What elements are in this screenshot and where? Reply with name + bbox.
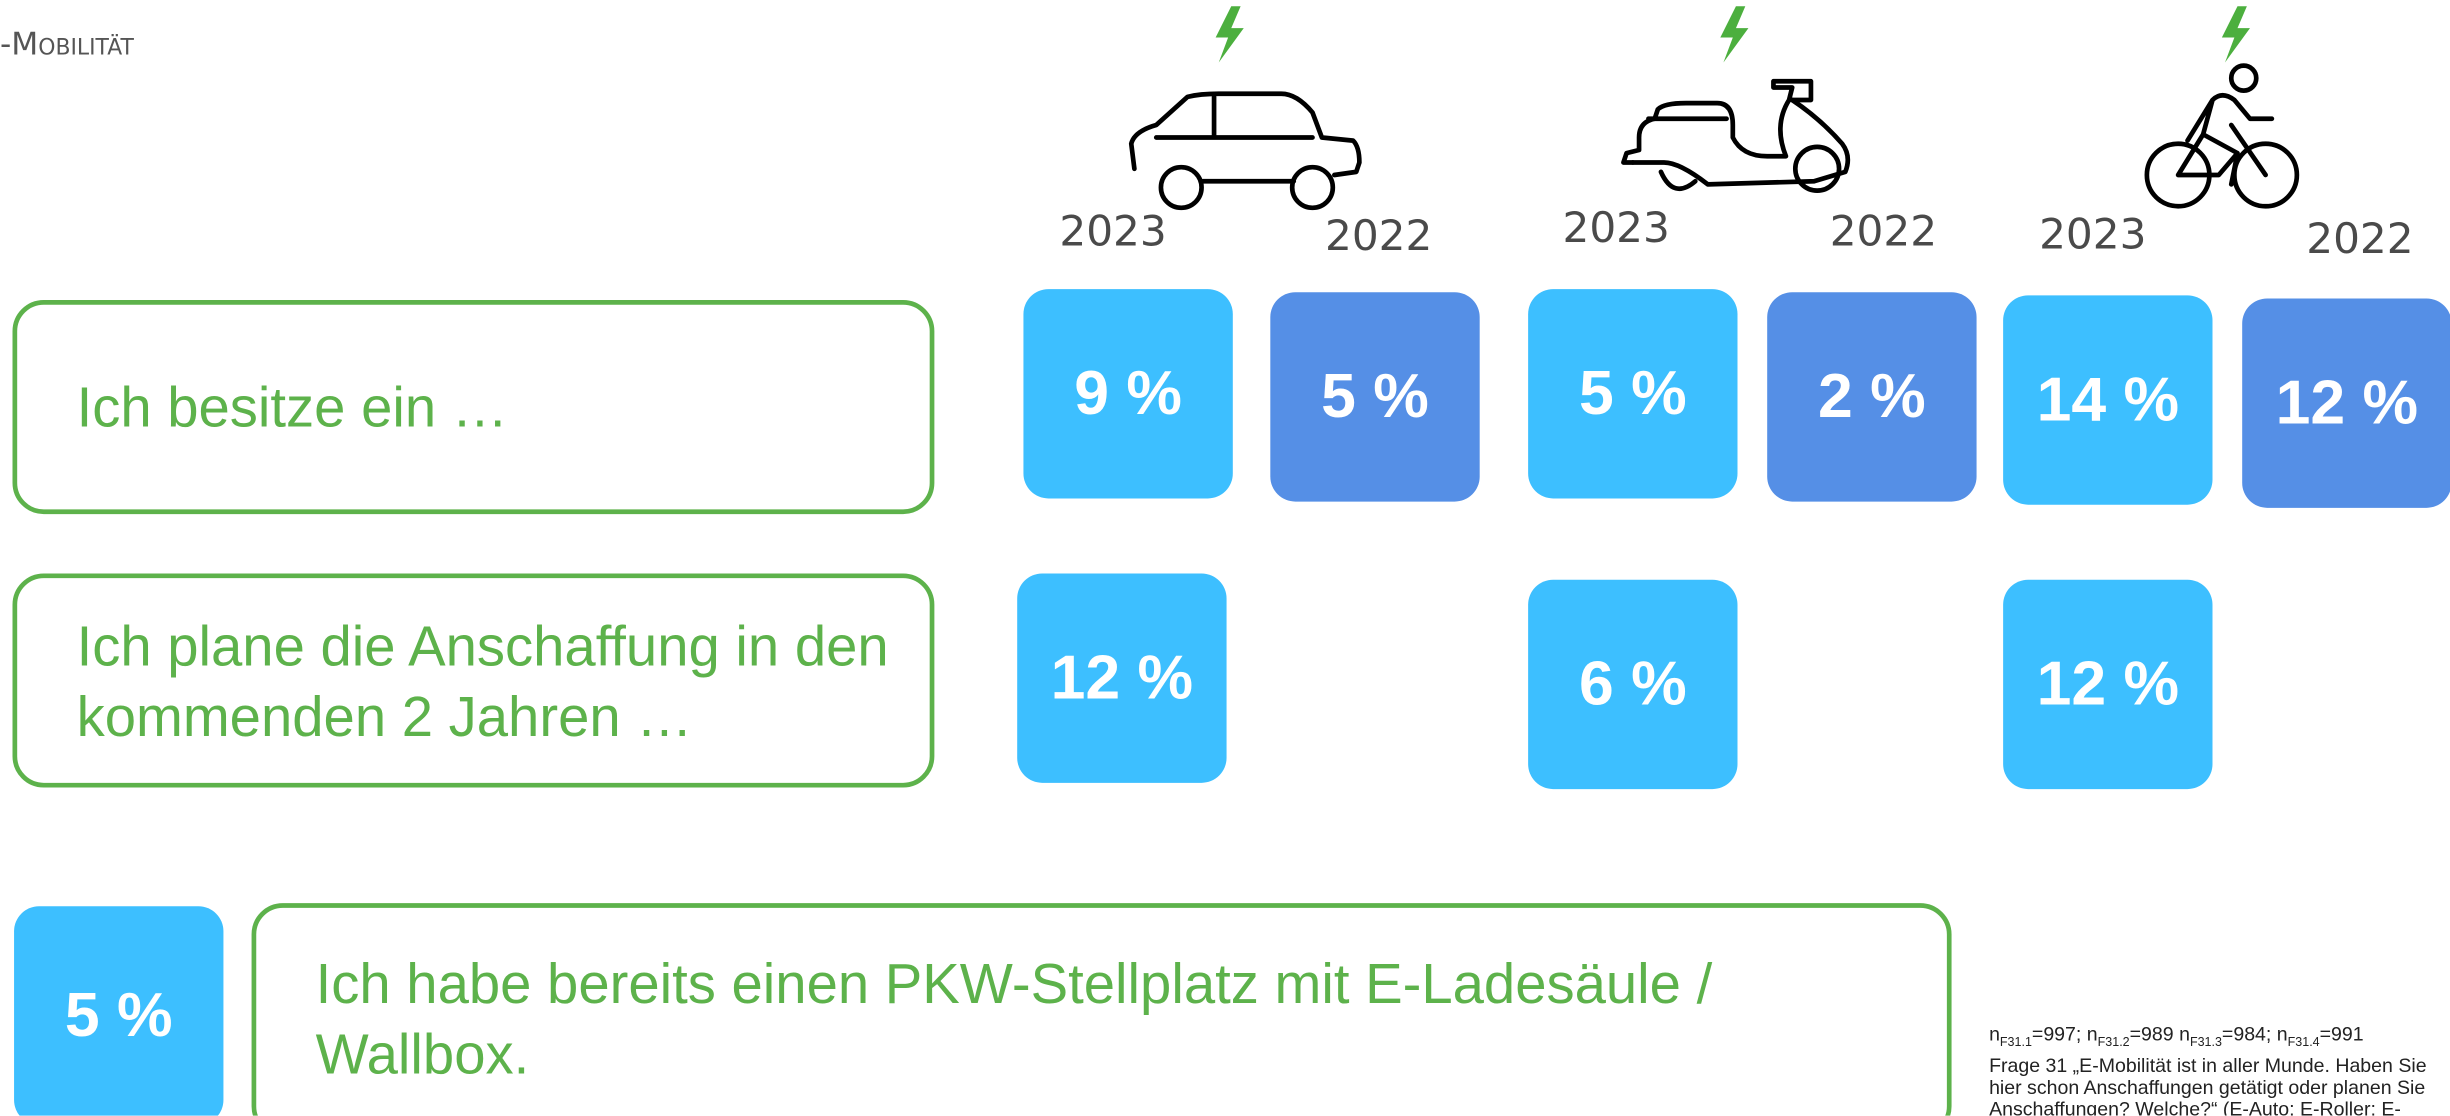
footnote: nF31.1=997; nF31.2=989 nF31.3=984; nF31.… xyxy=(1989,1023,2445,1115)
subscript: F31.3 xyxy=(2189,1035,2222,1050)
percent-tile: 12 % xyxy=(2242,298,2450,508)
percent-tile: 5 % xyxy=(14,906,224,1116)
statement-box: Ich besitze ein … xyxy=(12,300,935,515)
sample-value: =984; xyxy=(2221,1023,2272,1046)
n: n xyxy=(1989,1023,2000,1046)
statement-box: Ich habe bereits einen PKW-Stellplatz mi… xyxy=(251,903,1952,1116)
car-icon xyxy=(1128,6,1362,211)
percent-tile: 5 % xyxy=(1270,292,1480,502)
sample-value: =989 xyxy=(2129,1023,2174,1046)
question: Frage 31 „E-Mobilität ist in aller Munde… xyxy=(1989,1053,2427,1116)
n: n xyxy=(2276,1023,2288,1046)
percent-tile: 9 % xyxy=(1023,289,1233,499)
percent-tile: 2 % xyxy=(1767,292,1977,502)
n: n xyxy=(2179,1023,2190,1046)
scooter-icon xyxy=(1621,6,1851,193)
subscript: F31.1 xyxy=(1999,1035,2032,1050)
percent-tile: 5 % xyxy=(1528,289,1738,499)
n: n xyxy=(2086,1023,2098,1046)
percent-tile: 12 % xyxy=(2003,579,2213,790)
subscript: F31.2 xyxy=(2097,1035,2130,1050)
sample-value: =997; xyxy=(2031,1023,2082,1046)
subscript: F31.4 xyxy=(2287,1035,2320,1050)
percent-tile: 12 % xyxy=(1017,573,1227,783)
percent-tile: 14 % xyxy=(2003,295,2213,505)
year-label: 2023 xyxy=(2039,210,2147,260)
statement-box: Ich plane die Anschaffung in den kommend… xyxy=(12,573,935,788)
year-label: 2023 xyxy=(1059,207,1167,257)
statement: Ich habe bereits einen PKW-Stellplatz mi… xyxy=(315,951,1713,1086)
title: -Mobilität xyxy=(0,25,134,63)
sample-sizes: nF31.1=997; nF31.2=989 nF31.3=984; nF31.… xyxy=(1989,1023,2445,1053)
sample-value: =991 xyxy=(2319,1023,2364,1046)
year-label: 2022 xyxy=(2306,215,2414,265)
year-label: 2022 xyxy=(1325,212,1433,261)
year-label: 2022 xyxy=(1829,207,1938,257)
percent-tile: 6 % xyxy=(1528,579,1738,790)
year-label: 2023 xyxy=(1562,204,1670,254)
statement: Ich besitze ein … xyxy=(76,375,509,440)
statement: Ich plane die Anschaffung in den kommend… xyxy=(76,613,889,748)
bike-icon xyxy=(2144,6,2300,209)
